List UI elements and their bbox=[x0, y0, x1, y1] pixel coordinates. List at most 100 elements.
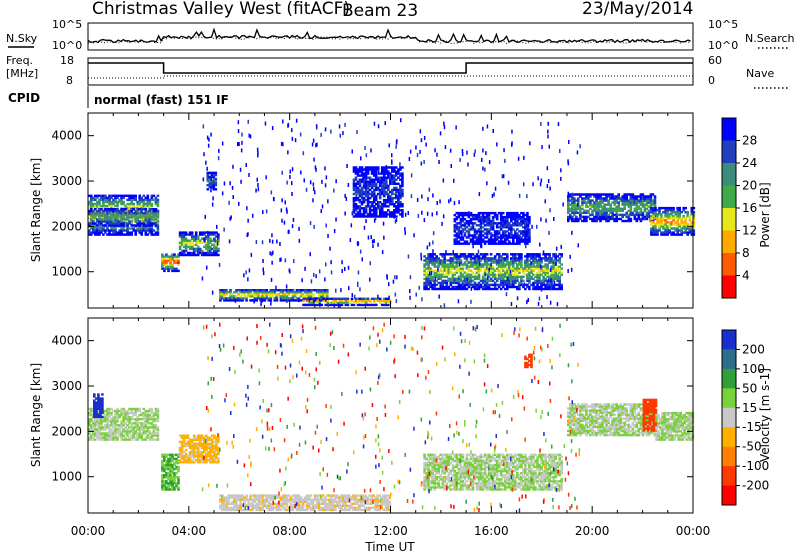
power-cell bbox=[395, 166, 398, 169]
power-cell bbox=[429, 285, 432, 289]
power-cell bbox=[528, 236, 531, 239]
power-cell bbox=[475, 263, 479, 266]
power-cell bbox=[514, 275, 517, 278]
power-cell bbox=[370, 205, 374, 208]
velocity-cell bbox=[96, 432, 99, 435]
power-cell bbox=[493, 222, 497, 225]
power-cell bbox=[449, 287, 453, 291]
power-cell bbox=[134, 206, 137, 210]
power-cell bbox=[514, 261, 517, 264]
power-cell bbox=[150, 233, 154, 236]
power-cell bbox=[271, 293, 275, 296]
power-speckle bbox=[505, 292, 508, 297]
velocity-cell bbox=[88, 411, 91, 415]
power-cell bbox=[302, 297, 305, 300]
power-cell bbox=[483, 269, 487, 272]
power-cell bbox=[212, 184, 216, 187]
velocity-cell bbox=[116, 430, 119, 433]
power-speckle bbox=[458, 262, 461, 267]
power-cell bbox=[378, 190, 382, 194]
power-cell bbox=[283, 297, 287, 300]
power-cell bbox=[106, 218, 109, 221]
power-cell bbox=[481, 238, 485, 241]
power-cell bbox=[499, 242, 503, 245]
power-cell bbox=[499, 257, 503, 260]
power-cell bbox=[499, 213, 503, 217]
velocity-cell bbox=[128, 432, 131, 435]
power-cell bbox=[603, 217, 606, 221]
power-cell bbox=[354, 299, 358, 302]
power-cell bbox=[382, 303, 386, 307]
velocity-cell bbox=[134, 411, 137, 415]
power-speckle bbox=[313, 224, 315, 229]
power-cell bbox=[169, 267, 172, 270]
power-cell bbox=[399, 188, 402, 192]
power-cell bbox=[146, 200, 150, 204]
power-cell bbox=[506, 285, 509, 289]
velocity-cell bbox=[88, 422, 91, 425]
power-cell bbox=[649, 193, 653, 196]
power-cell bbox=[110, 204, 113, 208]
power-cell bbox=[639, 209, 643, 212]
power-cell bbox=[664, 206, 667, 210]
power-cell bbox=[154, 231, 158, 234]
power-cell bbox=[138, 231, 141, 234]
power-cell bbox=[372, 184, 376, 188]
power-cell bbox=[425, 271, 428, 274]
power-cell bbox=[387, 201, 390, 204]
power-cell bbox=[338, 297, 342, 300]
power-cell bbox=[219, 299, 222, 302]
power-speckle bbox=[309, 180, 312, 185]
power-cell bbox=[247, 289, 250, 292]
power-cell bbox=[499, 277, 503, 280]
power-cell bbox=[354, 186, 358, 190]
velocity-cell bbox=[130, 428, 133, 431]
power-cell bbox=[263, 295, 267, 298]
power-cell bbox=[485, 234, 489, 237]
power-cell bbox=[514, 224, 517, 227]
power-cell bbox=[96, 202, 99, 206]
power-cell bbox=[447, 259, 451, 262]
power-cell bbox=[453, 240, 457, 243]
power-cell bbox=[378, 205, 382, 208]
power-cell bbox=[652, 227, 655, 230]
power-cell bbox=[104, 216, 107, 219]
power-cell bbox=[455, 271, 459, 274]
velocity-cell bbox=[144, 422, 148, 425]
power-cell bbox=[676, 233, 679, 236]
velocity-cell bbox=[94, 422, 97, 425]
power-cell bbox=[118, 229, 121, 232]
power-cell bbox=[146, 220, 150, 223]
power-cell bbox=[382, 184, 386, 188]
power-speckle bbox=[327, 302, 330, 307]
power-cell bbox=[526, 238, 529, 241]
power-cell bbox=[471, 213, 475, 217]
power-cell bbox=[451, 279, 455, 283]
power-cell bbox=[397, 172, 400, 175]
power-cell bbox=[136, 220, 139, 223]
power-cell bbox=[259, 297, 262, 300]
power-cell bbox=[664, 233, 667, 236]
power-cell bbox=[599, 211, 602, 214]
power-cell bbox=[94, 212, 97, 215]
power-cell bbox=[461, 236, 465, 239]
power-cell bbox=[138, 196, 141, 200]
power-cell bbox=[227, 291, 230, 294]
power-speckle bbox=[360, 156, 362, 161]
power-cell bbox=[463, 242, 467, 245]
power-cell bbox=[477, 236, 481, 239]
power-cell bbox=[518, 215, 521, 219]
power-cell bbox=[463, 285, 467, 289]
power-cell bbox=[356, 211, 360, 214]
power-cell bbox=[425, 281, 428, 285]
power-cell bbox=[360, 188, 364, 192]
power-cell bbox=[362, 182, 366, 185]
power-cell bbox=[106, 196, 109, 200]
power-cell bbox=[132, 202, 135, 206]
power-cell bbox=[479, 226, 483, 229]
power-cell bbox=[567, 201, 570, 204]
power-cell bbox=[214, 171, 218, 175]
power-cell bbox=[439, 277, 442, 280]
power-cell bbox=[161, 267, 164, 270]
power-cell bbox=[516, 213, 519, 217]
